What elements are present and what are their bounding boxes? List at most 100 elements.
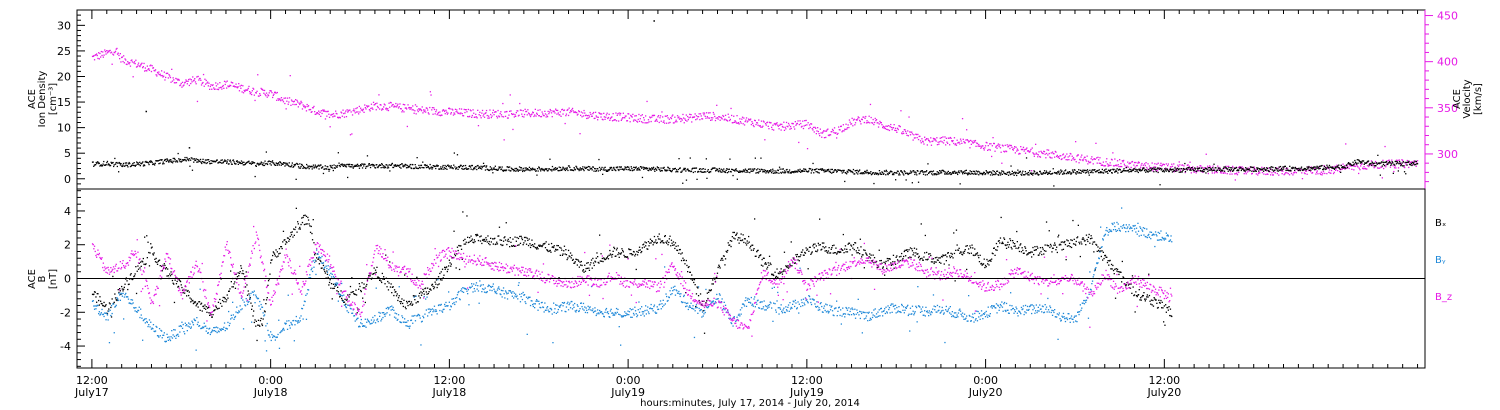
velocity-point (224, 83, 226, 86)
bx-point (297, 223, 299, 225)
velocity-point (568, 107, 570, 109)
density-point (785, 171, 787, 173)
velocity-point (445, 109, 447, 111)
velocity-point (706, 112, 708, 114)
velocity-point (99, 52, 101, 55)
bx-point (362, 297, 364, 299)
bx-point (449, 262, 451, 264)
density-point (978, 171, 981, 173)
velocity-point (674, 121, 677, 123)
density-point (119, 162, 121, 164)
velocity-point (694, 113, 696, 115)
density-point (659, 170, 662, 172)
density-point (933, 173, 935, 175)
velocity-point (365, 108, 367, 110)
velocity-point (903, 129, 905, 131)
density-point (1294, 166, 1296, 169)
velocity-point (1188, 165, 1190, 167)
density-point (1125, 166, 1128, 169)
density-point (331, 164, 333, 167)
bx-point (420, 291, 422, 293)
bx-point (557, 249, 559, 251)
velocity-point (658, 121, 660, 124)
velocity-point (555, 108, 557, 110)
density-point (1002, 170, 1004, 172)
density-point (298, 167, 300, 169)
velocity-point (164, 79, 166, 81)
density-point (537, 170, 539, 172)
bx-point (613, 246, 615, 248)
velocity-point (1368, 165, 1370, 168)
density-point (1224, 166, 1226, 168)
velocity-point (907, 130, 909, 132)
velocity-point (422, 112, 424, 114)
density-point (651, 167, 653, 169)
density-point (866, 169, 868, 171)
density-point (1311, 166, 1313, 169)
density-point (990, 171, 992, 173)
bx-point (170, 271, 172, 273)
velocity-point (209, 85, 211, 88)
bx-point (569, 255, 571, 258)
velocity-point (393, 106, 395, 108)
velocity-point (133, 61, 136, 63)
velocity-point (1105, 161, 1107, 163)
velocity-point (908, 116, 910, 118)
density-point (304, 167, 306, 169)
bx-point (214, 309, 216, 311)
density-point (631, 167, 633, 170)
density-point (523, 169, 525, 171)
velocity-point (1330, 172, 1332, 174)
density-point (987, 173, 989, 175)
velocity-point (1362, 167, 1364, 169)
bx-point (186, 295, 188, 297)
density-point (1403, 171, 1406, 173)
velocity-point (626, 120, 628, 122)
density-point (685, 179, 688, 181)
velocity-point (100, 56, 102, 58)
velocity-point (1178, 161, 1180, 163)
bx-point (597, 261, 599, 264)
bx-point (113, 301, 115, 303)
velocity-point (949, 144, 951, 146)
bx-point (358, 288, 360, 290)
bx-point (453, 230, 455, 232)
velocity-point (640, 115, 642, 117)
density-point (124, 162, 127, 164)
density-point (306, 163, 308, 166)
density-point (1180, 171, 1182, 173)
density-point (1300, 167, 1302, 169)
bx-point (444, 266, 446, 268)
density-point (1382, 163, 1385, 166)
velocity-point (997, 143, 1000, 145)
density-point (311, 168, 313, 170)
velocity-point (96, 53, 98, 55)
velocity-point (1087, 160, 1090, 162)
velocity-point (1355, 163, 1357, 165)
density-point (1218, 167, 1220, 169)
density-point (1072, 170, 1074, 173)
bx-point (184, 292, 186, 294)
density-point (1151, 168, 1154, 170)
velocity-point (1067, 156, 1069, 158)
velocity-point (654, 120, 656, 122)
density-point (872, 172, 874, 174)
density-point (1354, 159, 1356, 162)
density-point (180, 158, 182, 161)
bx-point (293, 234, 295, 236)
density-point (154, 164, 156, 166)
velocity-point (669, 121, 671, 124)
bx-point (463, 243, 465, 245)
velocity-point (1044, 153, 1046, 155)
velocity-point (627, 113, 629, 115)
velocity-point (363, 111, 365, 113)
density-point (1412, 161, 1414, 163)
velocity-point (1033, 153, 1035, 155)
density-point (650, 169, 652, 171)
velocity-point (876, 122, 878, 124)
density-point (98, 162, 100, 164)
density-point (1025, 157, 1028, 159)
density-point (1272, 170, 1275, 172)
velocity-point (450, 113, 452, 115)
density-point (944, 173, 946, 175)
